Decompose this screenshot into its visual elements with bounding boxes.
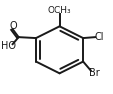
Text: OCH₃: OCH₃ [47,6,71,15]
Text: O: O [9,21,17,31]
Text: HO: HO [1,41,15,51]
Text: Cl: Cl [94,32,103,42]
Text: Br: Br [88,68,99,78]
